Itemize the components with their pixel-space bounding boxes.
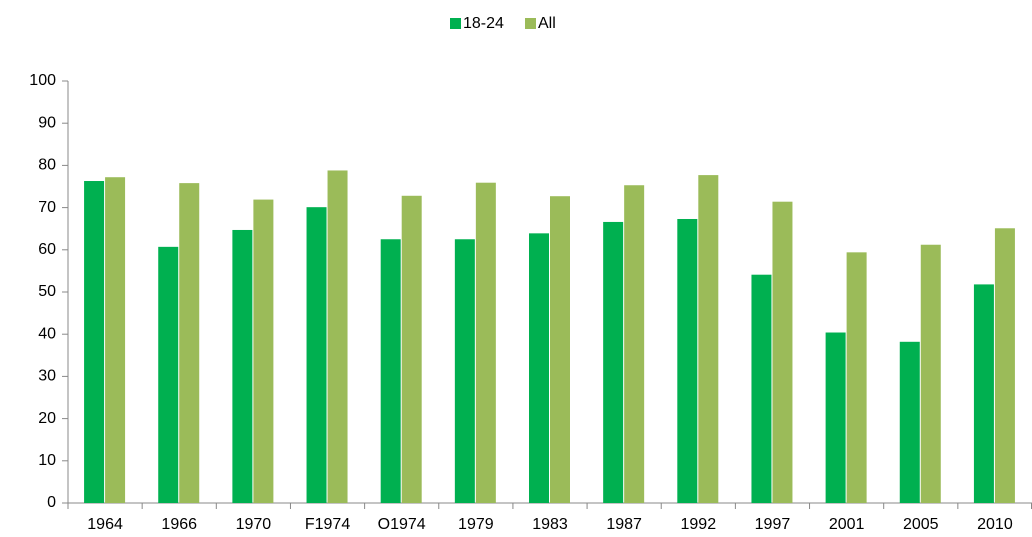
x-tick-label: 1983 xyxy=(532,516,568,533)
bar xyxy=(550,196,570,503)
bar xyxy=(677,218,698,503)
y-tick-label: 70 xyxy=(38,199,56,216)
bar xyxy=(253,199,274,503)
y-tick-label: 90 xyxy=(38,114,56,131)
x-tick-label: 1979 xyxy=(458,516,494,533)
bar xyxy=(624,185,645,503)
bar xyxy=(751,274,772,503)
y-tick-label: 0 xyxy=(47,494,56,511)
y-tick-label: 60 xyxy=(38,241,56,258)
bar xyxy=(105,177,126,503)
x-tick-label: 1997 xyxy=(755,516,791,533)
legend-swatch xyxy=(450,18,461,29)
y-tick-label: 50 xyxy=(38,283,56,300)
bar xyxy=(401,195,422,503)
x-tick-label: 1987 xyxy=(606,516,642,533)
y-tick-label: 100 xyxy=(29,72,56,89)
bar xyxy=(772,201,793,503)
bar xyxy=(84,181,105,503)
legend-label: 18-24 xyxy=(463,15,504,32)
bar xyxy=(158,246,179,503)
bar xyxy=(475,182,496,503)
bar xyxy=(994,228,1015,503)
y-tick-label: 40 xyxy=(38,325,56,342)
bar xyxy=(306,207,327,504)
bar xyxy=(232,229,253,503)
y-tick-label: 10 xyxy=(38,452,56,469)
bar xyxy=(327,170,348,504)
x-tick-label: 1992 xyxy=(681,516,717,533)
bar xyxy=(825,332,846,503)
bar xyxy=(846,252,867,503)
y-tick-label: 20 xyxy=(38,410,56,427)
x-tick-label: O1974 xyxy=(378,516,426,533)
bar xyxy=(920,244,941,503)
x-tick-label: 2001 xyxy=(829,516,865,533)
x-tick-label: 1970 xyxy=(236,516,272,533)
y-tick-label: 80 xyxy=(38,157,56,174)
bar xyxy=(454,239,475,503)
bar xyxy=(698,175,719,503)
x-tick-label: F1974 xyxy=(305,516,350,533)
bar xyxy=(529,233,549,504)
legend-label: All xyxy=(538,15,556,32)
x-tick-label: 1966 xyxy=(161,516,197,533)
bar xyxy=(603,221,624,503)
bar xyxy=(380,239,401,503)
x-tick-label: 2005 xyxy=(903,516,939,533)
bar xyxy=(973,284,994,503)
x-tick-label: 1964 xyxy=(87,516,123,533)
bar xyxy=(899,341,920,503)
y-tick-label: 30 xyxy=(38,368,56,385)
legend-swatch xyxy=(525,18,536,29)
bar xyxy=(179,183,200,503)
x-tick-label: 2010 xyxy=(977,516,1013,533)
